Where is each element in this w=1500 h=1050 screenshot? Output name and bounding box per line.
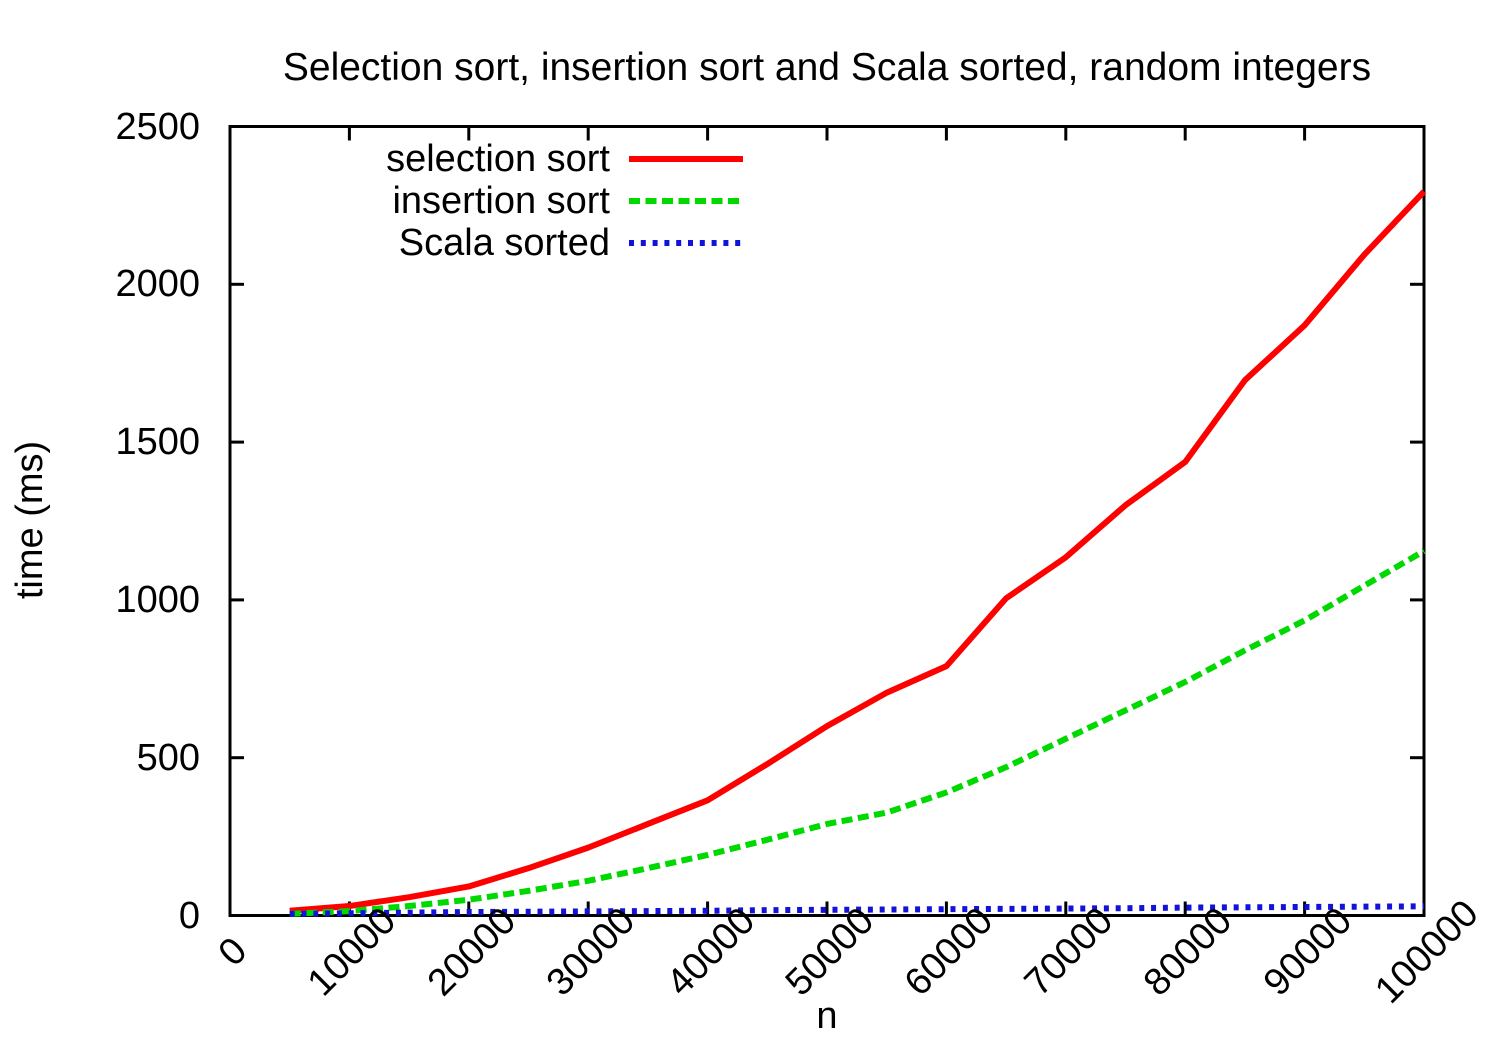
plot-border [228,125,1426,917]
y-tick-label: 500 [136,736,200,779]
x-axis-label: n [816,995,838,1037]
legend-line-sample [629,198,743,204]
chart-title: Selection sort, insertion sort and Scala… [282,46,1372,89]
legend-item-scala-sorted: Scala sorted [330,222,744,264]
legend-item-insertion-sort: insertion sort [330,180,744,222]
y-tick-label: 2500 [115,105,200,148]
series-line-selection-sort [289,189,1427,914]
y-tick-label: 2000 [115,263,200,306]
legend-label: selection sort [386,138,610,180]
series-line-scala-sorted [289,903,1425,917]
legend-item-selection-sort: selection sort [330,138,744,180]
series-line-insertion-sort [289,548,1426,917]
y-tick-label: 1000 [115,578,200,621]
legend-line-sample [629,156,743,162]
legend: selection sort insertion sort Scala sort… [330,138,744,264]
legend-label: Scala sorted [398,222,610,264]
y-tick-label: 1500 [115,421,200,464]
legend-label: insertion sort [392,180,610,222]
y-tick-label: 0 [178,894,200,937]
legend-line-sample [629,240,743,246]
